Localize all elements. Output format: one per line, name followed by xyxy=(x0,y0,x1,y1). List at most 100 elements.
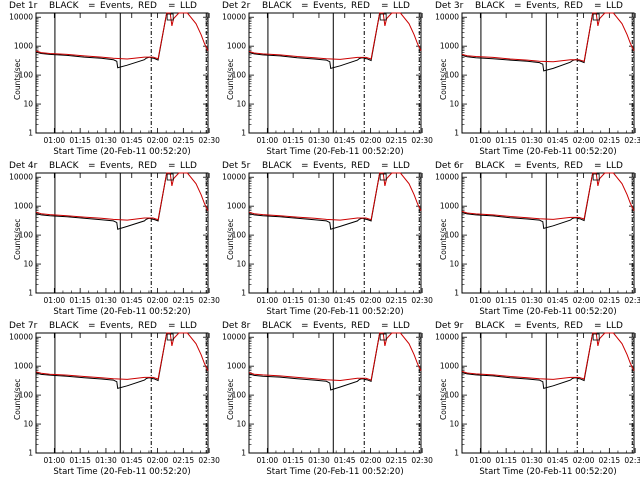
x-tick-label: 01:30 xyxy=(308,296,330,305)
y-tick-label: 1 xyxy=(28,289,33,298)
x-tick-label: 01:15 xyxy=(282,136,304,145)
x-tick-label: 01:00 xyxy=(44,296,66,305)
y-tick-label: 1 xyxy=(454,449,459,458)
y-axis-label: Counts/sec xyxy=(13,58,22,100)
title-eq: = xyxy=(88,161,96,171)
title-eq2: = xyxy=(381,161,389,171)
title-eq: = xyxy=(514,1,522,11)
x-tick-label: 01:00 xyxy=(44,456,66,465)
y-tick-label: 100 xyxy=(232,231,247,240)
title-det: Det 8r xyxy=(222,321,251,331)
title-lld: LLD xyxy=(180,1,197,11)
y-tick-label: 1 xyxy=(28,449,33,458)
y-tick-label: 1000 xyxy=(227,362,246,371)
marker-square xyxy=(592,333,600,341)
y-tick-label: 1000 xyxy=(14,362,33,371)
series-lld xyxy=(461,12,635,63)
y-tick-label: 1000 xyxy=(440,362,459,371)
title-lld: LLD xyxy=(606,321,623,331)
title-events: Events, xyxy=(313,321,347,331)
title-red: RED xyxy=(351,161,370,171)
title-det: Det 9r xyxy=(435,321,464,331)
y-tick-label: 100 xyxy=(445,391,460,400)
x-tick-label: 01:45 xyxy=(121,456,143,465)
x-tick-label: 01:45 xyxy=(547,136,569,145)
title-red: RED xyxy=(138,321,157,331)
chart-svg: 1 10 100 1000 10000 01:00 01:15 01:30 01:45 02:00… xyxy=(9,12,220,145)
series-events xyxy=(461,172,594,230)
title-eq2: = xyxy=(594,161,602,171)
x-tick-label: 01:45 xyxy=(334,136,356,145)
x-tick-label: 02:00 xyxy=(573,296,595,305)
chart-title: Det 9r BLACK = Events, RED = LLD xyxy=(426,320,639,333)
x-axis-label: Start Time (20-Feb-11 00:52:20) xyxy=(53,307,191,317)
y-axis-label: Counts/sec xyxy=(226,378,235,420)
y-tick-label: 10000 xyxy=(435,13,459,22)
chart-svg: 1 10 100 1000 10000 01:00 01:15 01:30 01:45 02:00… xyxy=(9,332,220,465)
series-lld xyxy=(248,12,422,60)
chart-title: Det 1r BLACK = Events, RED = LLD xyxy=(0,0,213,13)
chart-svg: 1 10 100 1000 10000 01:00 01:15 01:30 01:45 02:00… xyxy=(222,172,433,305)
chart-svg: 1 10 100 1000 10000 01:00 01:15 01:30 01:45 02:00… xyxy=(435,332,640,465)
y-tick-label: 1000 xyxy=(440,42,459,51)
y-tick-label: 10000 xyxy=(222,333,246,342)
y-tick-label: 10 xyxy=(23,100,33,109)
y-tick-label: 1000 xyxy=(227,202,246,211)
chart-svg: 1 10 100 1000 10000 01:00 01:15 01:30 01:45 02:00… xyxy=(222,12,433,145)
x-tick-label: 01:45 xyxy=(547,456,569,465)
x-tick-label: 01:30 xyxy=(308,456,330,465)
y-tick-label: 10000 xyxy=(222,13,246,22)
x-tick-label: 01:00 xyxy=(257,296,279,305)
x-tick-label: 02:00 xyxy=(573,456,595,465)
x-tick-label: 02:30 xyxy=(411,456,433,465)
title-det: Det 1r xyxy=(9,1,38,11)
title-events: Events, xyxy=(526,321,560,331)
y-tick-label: 100 xyxy=(19,231,34,240)
x-tick-label: 01:15 xyxy=(495,296,517,305)
title-lld: LLD xyxy=(180,321,197,331)
x-tick-label: 02:30 xyxy=(411,136,433,145)
x-tick-label: 02:00 xyxy=(147,296,169,305)
marker-square xyxy=(166,173,174,181)
series-lld xyxy=(35,172,209,221)
title-events: Events, xyxy=(313,161,347,171)
x-axis-label: Start Time (20-Feb-11 00:52:20) xyxy=(53,467,191,477)
series-events xyxy=(35,332,168,390)
title-red: RED xyxy=(138,1,157,11)
x-tick-label: 02:15 xyxy=(599,456,621,465)
x-axis-label: Start Time (20-Feb-11 00:52:20) xyxy=(479,147,617,157)
series-events xyxy=(248,172,381,230)
title-lld: LLD xyxy=(393,1,410,11)
series-lld xyxy=(248,332,422,382)
chart-title: Det 4r BLACK = Events, RED = LLD xyxy=(0,160,213,173)
y-tick-label: 10 xyxy=(449,260,459,269)
y-tick-label: 1000 xyxy=(14,42,33,51)
x-tick-label: 01:15 xyxy=(495,136,517,145)
title-lld: LLD xyxy=(393,161,410,171)
chart-title: Det 6r BLACK = Events, RED = LLD xyxy=(426,160,639,173)
title-red: RED xyxy=(138,161,157,171)
chart-panel-det-7r: Det 7r BLACK = Events, RED = LLD 1 10 100 1000 1000… xyxy=(0,320,220,480)
x-tick-label: 02:00 xyxy=(147,136,169,145)
series-events xyxy=(35,12,168,69)
plot-frame xyxy=(461,172,635,294)
y-tick-label: 10000 xyxy=(222,173,246,182)
x-tick-label: 02:00 xyxy=(360,456,382,465)
series-lld xyxy=(35,12,209,60)
x-tick-label: 01:15 xyxy=(282,296,304,305)
chart-panel-det-5r: Det 5r BLACK = Events, RED = LLD 1 10 100 1000 1000… xyxy=(213,160,433,320)
title-eq2: = xyxy=(168,1,176,11)
x-tick-label: 02:15 xyxy=(173,136,195,145)
marker-square xyxy=(592,13,600,21)
title-det: Det 3r xyxy=(435,1,464,11)
title-black: BLACK xyxy=(262,161,292,171)
x-tick-label: 02:15 xyxy=(599,136,621,145)
y-tick-label: 10 xyxy=(449,100,459,109)
title-eq: = xyxy=(301,1,309,11)
title-lld: LLD xyxy=(393,321,410,331)
series-lld xyxy=(461,332,635,380)
title-black: BLACK xyxy=(475,321,505,331)
plot-frame xyxy=(35,172,209,294)
series-events xyxy=(461,332,594,390)
title-black: BLACK xyxy=(262,321,292,331)
